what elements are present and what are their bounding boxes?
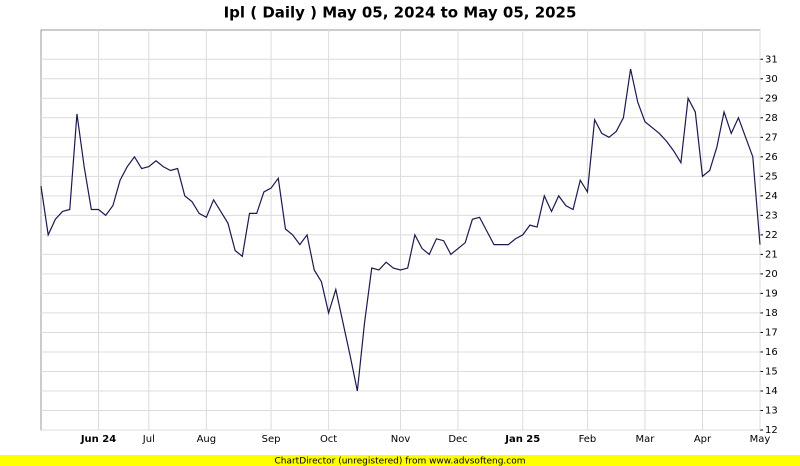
y-tick-label: 23	[765, 210, 778, 221]
y-tick-label: 17	[765, 327, 778, 338]
x-tick-label: Aug	[197, 434, 217, 445]
footer-text: ChartDirector (unregistered) from www.ad…	[274, 457, 525, 466]
y-tick-label: 12	[765, 425, 778, 436]
y-tick-label: 14	[765, 386, 778, 397]
y-tick-label: 19	[765, 288, 778, 299]
price-line	[40, 68, 761, 392]
x-tick-label: Jan 25	[504, 434, 540, 445]
y-tick-label: 21	[765, 249, 778, 260]
x-tick-label: Jul	[142, 434, 155, 445]
y-tick-label: 18	[765, 308, 778, 319]
y-tick-label: 13	[765, 405, 778, 416]
chart-title: Ipl ( Daily ) May 05, 2024 to May 05, 20…	[224, 4, 577, 22]
x-tick-label: Mar	[636, 434, 656, 445]
x-tick-label: May	[750, 434, 771, 445]
x-tick-label: Apr	[694, 434, 712, 445]
y-tick-label: 31	[765, 54, 778, 65]
y-tick-label: 27	[765, 132, 778, 143]
x-tick-label: Jun 24	[80, 434, 116, 445]
y-tick-label: 28	[765, 113, 778, 124]
y-tick-label: 29	[765, 93, 778, 104]
y-tick-label: 15	[765, 366, 778, 377]
y-tick-label: 22	[765, 230, 778, 241]
y-tick-label: 30	[765, 74, 778, 85]
y-tick-label: 16	[765, 347, 778, 358]
y-tick-label: 20	[765, 269, 778, 280]
x-tick-label: Nov	[391, 434, 411, 445]
y-tick-label: 24	[765, 191, 778, 202]
footer-bar	[0, 455, 800, 466]
y-tick-label: 25	[765, 171, 778, 182]
y-tick-label: 26	[765, 152, 778, 163]
x-tick-label: Dec	[448, 434, 467, 445]
x-tick-label: Oct	[320, 434, 337, 445]
x-tick-label: Feb	[579, 434, 597, 445]
x-tick-label: Sep	[262, 434, 281, 445]
